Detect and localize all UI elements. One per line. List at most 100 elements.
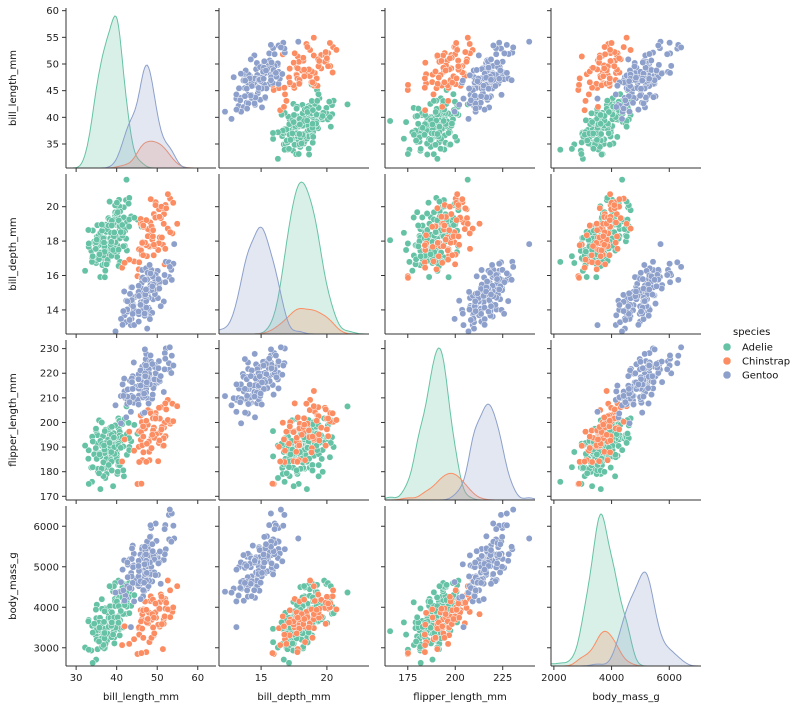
point-gentoo — [637, 308, 645, 316]
point-chinstrap — [169, 199, 177, 207]
point-gentoo — [146, 533, 154, 541]
point-adelie — [344, 402, 351, 410]
point-adelie — [98, 595, 106, 603]
point-adelie — [269, 135, 277, 143]
point-gentoo — [638, 409, 646, 417]
point-chinstrap — [308, 448, 315, 456]
point-chinstrap — [599, 421, 607, 429]
point-chinstrap — [461, 204, 469, 212]
point-adelie — [423, 151, 431, 158]
point-adelie — [114, 468, 122, 476]
point-gentoo — [525, 535, 533, 542]
point-chinstrap — [138, 625, 146, 633]
point-chinstrap — [464, 34, 472, 42]
point-gentoo — [505, 550, 513, 558]
point-adelie — [410, 598, 418, 606]
point-adelie — [81, 442, 89, 450]
point-gentoo — [487, 546, 495, 554]
point-chinstrap — [606, 74, 614, 82]
point-gentoo — [247, 55, 255, 63]
point-chinstrap — [121, 435, 129, 443]
point-gentoo — [120, 288, 128, 295]
point-gentoo — [640, 393, 647, 401]
point-adelie — [425, 273, 433, 281]
point-adelie — [568, 252, 576, 260]
point-chinstrap — [438, 103, 446, 111]
point-gentoo — [129, 310, 137, 318]
point-adelie — [417, 659, 425, 667]
point-adelie — [344, 100, 351, 108]
point-gentoo — [654, 42, 662, 49]
point-gentoo — [233, 106, 240, 114]
y-tick-label: 20 — [46, 202, 59, 213]
point-gentoo — [620, 307, 628, 315]
point-adelie — [287, 136, 294, 144]
x-tick-label: 60 — [191, 673, 204, 684]
point-chinstrap — [280, 435, 288, 443]
point-chinstrap — [143, 440, 151, 448]
point-chinstrap — [121, 622, 129, 630]
point-chinstrap — [149, 232, 157, 240]
kde-fill-gentoo — [551, 572, 701, 666]
point-chinstrap — [173, 220, 181, 228]
x-axis-label-flipper_length_mm: flipper_length_mm — [413, 692, 506, 703]
point-chinstrap — [458, 195, 466, 203]
point-chinstrap — [421, 241, 429, 249]
point-adelie — [436, 582, 443, 590]
point-adelie — [100, 618, 108, 626]
point-chinstrap — [332, 416, 340, 424]
panel-flipper_length_mm-vs-bill_length_mm: 170 180 190 200 210 220 230 — [40, 340, 216, 504]
point-adelie — [583, 469, 591, 477]
point-gentoo — [477, 92, 485, 100]
point-chinstrap — [303, 43, 311, 51]
point-adelie — [89, 438, 97, 445]
point-gentoo — [272, 373, 280, 381]
point-gentoo — [498, 266, 506, 274]
panel-flipper_length_mm-vs-bill_depth_mm — [215, 340, 369, 504]
point-chinstrap — [286, 79, 294, 87]
point-adelie — [309, 139, 317, 147]
point-gentoo — [135, 401, 143, 408]
point-chinstrap — [615, 425, 623, 433]
point-adelie — [269, 129, 277, 137]
point-adelie — [285, 463, 293, 471]
panel-body_mass_g-vs-flipper_length_mm: 175 200 225 — [381, 506, 535, 684]
point-gentoo — [228, 115, 235, 123]
point-gentoo — [237, 419, 245, 427]
point-chinstrap — [305, 426, 313, 434]
point-chinstrap — [442, 67, 450, 74]
point-chinstrap — [461, 599, 469, 607]
point-gentoo — [154, 275, 162, 283]
point-gentoo — [243, 586, 251, 594]
point-gentoo — [459, 560, 467, 568]
point-gentoo — [455, 297, 463, 305]
point-gentoo — [141, 345, 149, 353]
point-gentoo — [244, 400, 252, 408]
point-chinstrap — [607, 437, 614, 444]
point-gentoo — [149, 547, 157, 555]
point-chinstrap — [596, 54, 604, 62]
point-chinstrap — [594, 435, 602, 443]
point-adelie — [296, 121, 304, 128]
kde-fill-chinstrap — [66, 141, 216, 168]
point-gentoo — [157, 302, 165, 310]
point-adelie — [274, 155, 282, 163]
panel-body_mass_g-vs-bill_length_mm: 3000 4000 5000 6000 30 40 50 60 — [34, 506, 216, 684]
point-gentoo — [119, 392, 127, 400]
point-chinstrap — [139, 251, 147, 259]
point-gentoo — [275, 384, 282, 392]
point-chinstrap — [434, 239, 442, 247]
point-gentoo — [126, 584, 134, 592]
point-gentoo — [632, 288, 640, 296]
point-chinstrap — [430, 257, 437, 265]
point-adelie — [433, 130, 441, 138]
point-chinstrap — [282, 640, 290, 648]
point-chinstrap — [600, 448, 608, 456]
point-adelie — [269, 427, 277, 435]
point-gentoo — [232, 623, 240, 631]
point-chinstrap — [139, 433, 147, 441]
point-gentoo — [169, 522, 177, 530]
point-adelie — [425, 199, 432, 207]
x-tick-label: 6000 — [657, 673, 682, 684]
point-chinstrap — [437, 57, 445, 65]
